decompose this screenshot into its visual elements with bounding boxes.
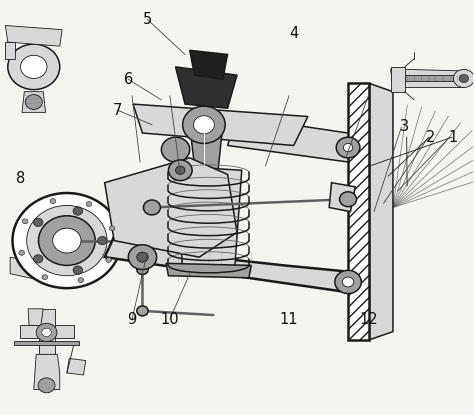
Circle shape [137, 252, 148, 262]
Circle shape [182, 106, 225, 144]
Circle shape [38, 216, 95, 266]
Bar [388, 29, 469, 108]
Polygon shape [5, 42, 15, 59]
Circle shape [343, 144, 353, 151]
Circle shape [335, 270, 361, 293]
Polygon shape [19, 325, 74, 338]
Circle shape [53, 228, 81, 253]
Circle shape [336, 137, 360, 158]
Circle shape [175, 166, 185, 174]
Circle shape [50, 199, 56, 203]
Polygon shape [395, 75, 462, 81]
Text: 12: 12 [359, 312, 378, 327]
Text: 1: 1 [449, 129, 458, 145]
Polygon shape [166, 264, 251, 278]
Circle shape [25, 95, 42, 110]
Circle shape [78, 278, 84, 283]
Circle shape [137, 265, 148, 274]
Polygon shape [28, 309, 43, 325]
Circle shape [20, 55, 47, 78]
Polygon shape [175, 166, 242, 269]
Circle shape [22, 219, 28, 224]
Circle shape [27, 205, 107, 276]
Polygon shape [14, 341, 79, 345]
Circle shape [19, 250, 25, 255]
Circle shape [128, 245, 156, 269]
Text: 5: 5 [143, 12, 152, 27]
Circle shape [86, 202, 92, 207]
Polygon shape [34, 354, 60, 390]
Circle shape [106, 257, 111, 262]
Circle shape [73, 266, 82, 274]
Circle shape [73, 207, 82, 215]
Circle shape [459, 74, 469, 83]
Circle shape [98, 237, 107, 245]
Polygon shape [391, 69, 466, 88]
Circle shape [339, 192, 356, 207]
Circle shape [36, 323, 57, 342]
Circle shape [42, 275, 48, 280]
Circle shape [42, 328, 51, 337]
Polygon shape [5, 25, 62, 46]
Polygon shape [369, 83, 393, 340]
Polygon shape [190, 50, 228, 79]
Polygon shape [67, 359, 86, 375]
Polygon shape [391, 67, 405, 92]
Polygon shape [133, 104, 308, 146]
Polygon shape [38, 309, 55, 354]
Text: 11: 11 [280, 312, 298, 327]
Circle shape [144, 200, 160, 215]
Polygon shape [22, 92, 46, 112]
Circle shape [193, 116, 214, 134]
Polygon shape [10, 257, 48, 282]
Circle shape [34, 255, 43, 263]
Text: 2: 2 [426, 129, 436, 145]
Polygon shape [329, 183, 355, 212]
Text: 3: 3 [400, 120, 410, 134]
Text: 4: 4 [289, 26, 298, 41]
Polygon shape [228, 117, 348, 162]
Polygon shape [175, 67, 237, 108]
Polygon shape [105, 158, 237, 257]
Text: 10: 10 [161, 312, 179, 327]
Polygon shape [190, 125, 223, 170]
Bar [10, 303, 95, 393]
Text: 6: 6 [124, 72, 133, 87]
Circle shape [342, 277, 354, 287]
Text: 8: 8 [16, 171, 25, 186]
Circle shape [109, 226, 115, 231]
Text: 9: 9 [128, 312, 137, 327]
Circle shape [168, 160, 192, 181]
Text: 7: 7 [113, 103, 123, 118]
Polygon shape [105, 237, 348, 292]
Circle shape [12, 193, 121, 288]
Bar [5, 38, 88, 146]
Circle shape [454, 69, 474, 88]
Circle shape [161, 137, 190, 162]
Circle shape [38, 378, 55, 393]
Circle shape [137, 306, 148, 316]
Bar [348, 83, 369, 340]
Circle shape [8, 44, 60, 90]
Circle shape [34, 218, 43, 227]
